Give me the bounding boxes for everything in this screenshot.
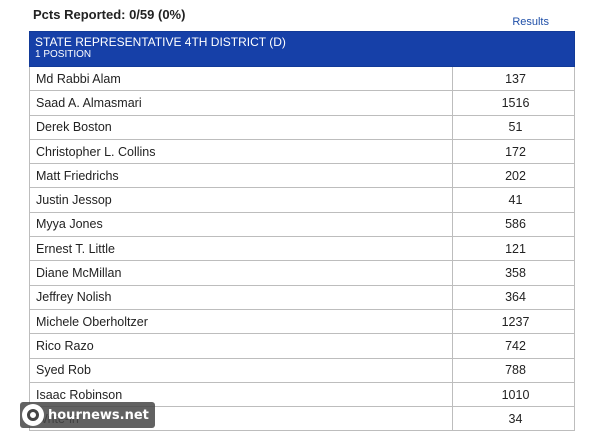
candidate-name: Isaac Robinson [30,382,453,407]
table-row: Michele Oberholtzer 1237 [30,309,574,335]
results-table: STATE REPRESENTATIVE 4TH DISTRICT (D) 1 … [29,31,575,432]
table-row: Myya Jones 586 [30,212,574,238]
candidate-votes: 137 [505,71,526,86]
candidate-name: Matt Friedrichs [30,164,453,188]
candidate-votes: 41 [508,193,523,208]
candidate-name: Diane McMillan [30,261,453,285]
candidate-votes: 1010 [501,387,530,402]
candidate-name: Jeffrey Nolish [30,285,453,309]
candidate-name: Saad A. Almasmari [30,91,453,115]
logo-icon [22,404,44,426]
candidate-name: Myya Jones [30,212,453,237]
candidate-name: Rico Razo [30,334,453,358]
results-link[interactable]: Results [512,16,549,28]
candidate-votes: 51 [508,120,523,135]
candidate-name: Justin Jessop [30,188,453,212]
race-header: STATE REPRESENTATIVE 4TH DISTRICT (D) 1 … [29,31,575,67]
candidate-votes: 34 [508,411,523,426]
candidate-votes: 172 [505,144,526,159]
candidate-name: Syed Rob [30,358,453,382]
candidate-name: Michele Oberholtzer [30,309,453,334]
candidate-name: Derek Boston [30,115,453,139]
candidate-votes: 121 [505,241,526,256]
table-row: Derek Boston 51 [30,115,574,140]
race-title: STATE REPRESENTATIVE 4TH DISTRICT (D) [35,35,286,49]
table-row: Diane McMillan 358 [30,261,574,286]
candidate-votes: 364 [505,290,526,305]
table-row: Ernest T. Little 121 [30,237,574,262]
table-row: Justin Jessop 41 [30,188,574,213]
precincts-reported: Pcts Reported: 0/59 (0%) [33,7,186,22]
candidate-name: Ernest T. Little [30,237,453,261]
race-positions: 1 POSITION [35,49,92,60]
table-row: Matt Friedrichs 202 [30,164,574,189]
candidate-votes: 742 [505,338,526,353]
table-row: Rico Razo 742 [30,334,574,359]
table-row: Syed Rob 788 [30,358,574,383]
watermark: hournews.net [20,402,155,428]
candidate-votes: 1237 [501,314,530,329]
table-row: Saad A. Almasmari 1516 [30,91,574,116]
table-row: Md Rabbi Alam 137 [30,67,574,92]
candidate-votes: 1516 [501,95,530,110]
table-row: Christopher L. Collins 172 [30,139,574,165]
candidate-list: Md Rabbi Alam 137 Saad A. Almasmari 1516 Der… [29,67,575,432]
watermark-text: hournews.net [48,407,149,423]
candidate-votes: 358 [505,266,526,281]
candidate-name: Md Rabbi Alam [30,67,453,91]
candidate-votes: 202 [505,168,526,183]
candidate-votes: 788 [505,363,526,378]
table-row: Isaac Robinson 1010 [30,382,574,408]
table-row: Jeffrey Nolish 364 [30,285,574,310]
candidate-name: Christopher L. Collins [30,139,453,164]
candidate-votes: 586 [505,217,526,232]
